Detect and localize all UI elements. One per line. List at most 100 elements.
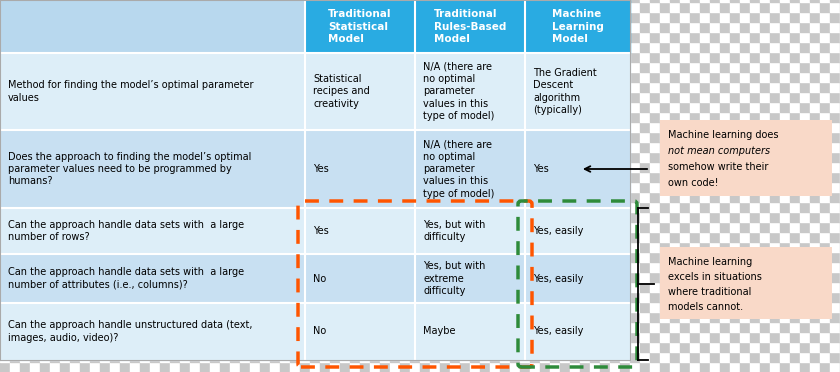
Bar — [480, 192, 490, 202]
Bar — [680, 282, 690, 292]
Bar — [720, 142, 730, 152]
Bar — [520, 82, 530, 92]
Bar — [650, 62, 660, 72]
Bar — [100, 242, 110, 252]
Bar — [390, 302, 400, 312]
Bar — [600, 92, 610, 102]
Bar — [690, 352, 700, 362]
Bar — [790, 152, 800, 162]
Bar — [140, 222, 150, 232]
Bar — [320, 312, 330, 322]
Bar — [220, 282, 230, 292]
Bar — [220, 72, 230, 82]
Bar — [420, 152, 430, 162]
Bar — [290, 42, 300, 52]
Bar — [140, 132, 150, 142]
FancyBboxPatch shape — [660, 247, 832, 319]
Bar — [680, 362, 690, 372]
Bar — [230, 0, 240, 2]
Bar — [830, 152, 840, 162]
Bar — [620, 82, 630, 92]
Bar — [280, 302, 290, 312]
Bar — [710, 252, 720, 262]
Bar — [740, 122, 750, 132]
Bar — [210, 0, 220, 2]
Bar — [230, 202, 240, 212]
Bar — [380, 332, 390, 342]
Bar — [30, 322, 40, 332]
Bar — [550, 202, 560, 212]
Bar — [740, 272, 750, 282]
Bar — [780, 142, 790, 152]
Bar — [650, 222, 660, 232]
Bar — [530, 292, 540, 302]
Bar — [690, 2, 700, 12]
Bar — [430, 52, 440, 62]
Bar — [440, 272, 450, 282]
Bar — [580, 272, 590, 282]
Bar — [90, 152, 100, 162]
Bar — [380, 102, 390, 112]
Bar — [130, 282, 140, 292]
Bar — [300, 12, 310, 22]
Bar — [780, 92, 790, 102]
Bar — [570, 72, 580, 82]
Bar — [710, 232, 720, 242]
Bar — [450, 52, 460, 62]
Bar — [300, 282, 310, 292]
Bar — [120, 42, 130, 52]
Bar — [620, 352, 630, 362]
Bar — [730, 162, 740, 172]
Bar — [80, 12, 90, 22]
Bar — [440, 142, 450, 152]
Bar — [110, 352, 120, 362]
Bar — [160, 192, 170, 202]
Bar — [470, 32, 480, 42]
Bar — [260, 212, 270, 222]
Bar — [310, 282, 320, 292]
Bar — [660, 232, 670, 242]
Bar — [30, 122, 40, 132]
Bar — [70, 32, 80, 42]
Bar — [130, 122, 140, 132]
Bar — [350, 262, 360, 272]
Bar — [750, 52, 760, 62]
Bar — [670, 162, 680, 172]
Bar — [190, 352, 200, 362]
Bar — [70, 252, 80, 262]
Bar — [30, 52, 40, 62]
Bar — [620, 62, 630, 72]
Bar — [140, 322, 150, 332]
Bar — [670, 92, 680, 102]
Bar — [340, 42, 350, 52]
Bar — [280, 12, 290, 22]
Bar — [560, 162, 570, 172]
Bar — [0, 312, 10, 322]
Bar — [740, 332, 750, 342]
Bar — [690, 322, 700, 332]
Bar — [250, 312, 260, 322]
Bar — [690, 182, 700, 192]
Bar — [790, 212, 800, 222]
Bar — [20, 332, 30, 342]
Bar — [770, 182, 780, 192]
Bar — [260, 362, 270, 372]
Bar — [520, 192, 530, 202]
Bar — [60, 192, 70, 202]
Bar — [810, 242, 820, 252]
Bar — [310, 52, 320, 62]
Bar — [290, 282, 300, 292]
Bar — [320, 42, 330, 52]
Bar — [340, 22, 350, 32]
Bar — [490, 222, 500, 232]
Bar — [30, 272, 40, 282]
Bar — [200, 2, 210, 12]
Bar — [440, 42, 450, 52]
Bar — [90, 212, 100, 222]
Bar — [470, 362, 480, 372]
Bar — [720, 182, 730, 192]
Bar — [560, 122, 570, 132]
Bar — [0, 0, 10, 2]
Bar — [570, 322, 580, 332]
Bar — [240, 142, 250, 152]
